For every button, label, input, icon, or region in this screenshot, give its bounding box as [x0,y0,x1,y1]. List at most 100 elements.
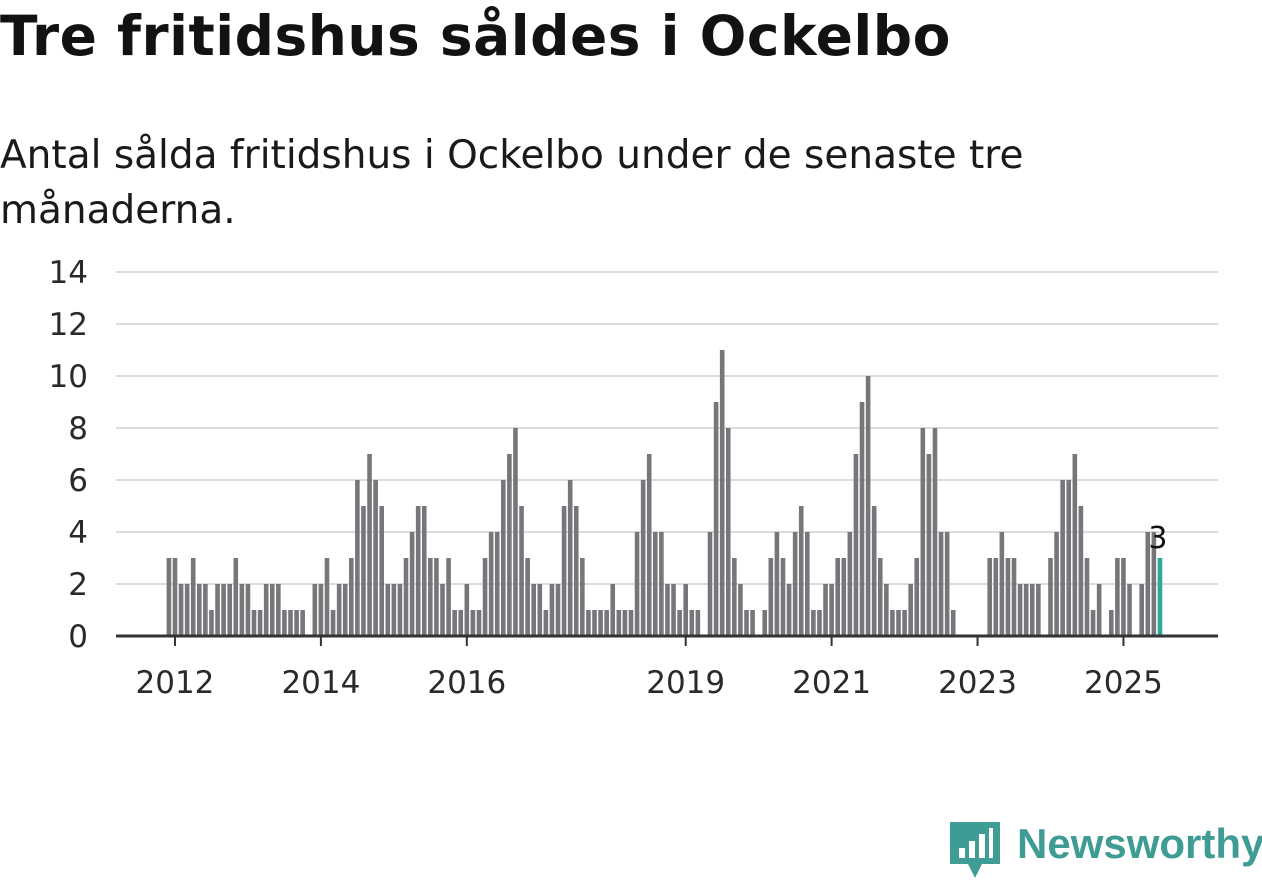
bar [744,610,749,636]
bar [1005,558,1011,636]
bar [209,610,214,636]
bar [324,558,330,636]
bar [1066,480,1072,636]
newsworthy-chart-icon [950,822,1000,878]
bar [555,584,561,636]
bar [926,454,932,636]
bar [409,532,415,636]
annotations: 3 [1148,521,1167,556]
bar [689,610,695,636]
bar [190,558,196,636]
bar [653,532,658,636]
y-tick-label: 6 [68,463,88,499]
x-tick-label: 2025 [1084,665,1163,700]
y-tick-label: 4 [68,515,88,551]
bar [750,610,755,636]
bar [452,610,457,636]
x-axis-labels: 2012 2014 2016 2019 2021 2023 2025 [136,636,1163,700]
bar [391,584,397,636]
bar [397,584,403,636]
highlight-value-label: 3 [1148,521,1167,556]
bar [227,584,232,636]
y-gridlines [116,271,1218,585]
x-tick-label: 2014 [281,665,360,700]
bar [1139,584,1144,636]
bar [1036,584,1041,636]
bar [944,532,950,636]
bar [853,454,859,636]
bar [890,610,895,636]
bar [1109,610,1114,636]
bar [172,558,178,636]
bar [659,532,664,636]
bar [464,584,470,636]
bar [233,558,239,636]
bar [634,532,640,636]
bar [543,610,549,636]
bar [361,506,366,636]
bar [725,428,731,636]
bar [367,454,372,636]
bar [470,610,476,636]
bar [482,558,488,636]
bar [738,584,743,636]
bar [197,584,202,636]
bar [446,558,451,636]
bar [531,584,536,636]
bar [561,506,567,636]
bar [914,558,920,636]
x-tick-label: 2012 [136,665,215,700]
bar [428,558,433,636]
bar [1072,454,1078,636]
bar [215,584,220,636]
y-tick-label: 8 [68,411,88,447]
bar [300,610,305,636]
bar [1078,506,1084,636]
x-tick-label: 2021 [792,665,871,700]
chart-subtitle: Antal sålda fritidshus i Ockelbo under d… [0,133,1024,233]
bar [1048,558,1053,636]
bar [257,610,263,636]
bar [1090,610,1096,636]
bar [610,584,616,636]
bar [573,506,579,636]
bar [835,558,840,636]
bar [1127,584,1132,636]
bar [768,558,774,636]
bar [494,532,500,636]
bar [798,506,804,636]
bar [507,454,512,636]
bar [640,480,646,636]
bar [537,584,543,636]
bar [501,480,506,636]
bar [823,584,828,636]
bar [549,584,555,636]
bar [877,558,883,636]
bar [1011,558,1017,636]
bar [774,532,780,636]
bar [251,610,257,636]
bar [604,610,609,636]
newsworthy-logo: Newsworthy [950,818,1262,878]
brand-name: Newsworthy [1017,820,1262,867]
bar [385,584,391,636]
bar [780,558,786,636]
bar [817,610,822,636]
bar [586,610,591,636]
bar [184,584,190,636]
bar [330,610,336,636]
bar [403,558,409,636]
bar [592,610,597,636]
bar [336,584,342,636]
bar [896,610,901,636]
bar [871,506,877,636]
bar [677,610,682,636]
bar [567,480,573,636]
bar [434,558,439,636]
bar [938,532,944,636]
bar-highlight [1157,558,1163,636]
bar [221,584,226,636]
bar [920,428,926,636]
bar [713,402,719,636]
bar [166,558,172,636]
